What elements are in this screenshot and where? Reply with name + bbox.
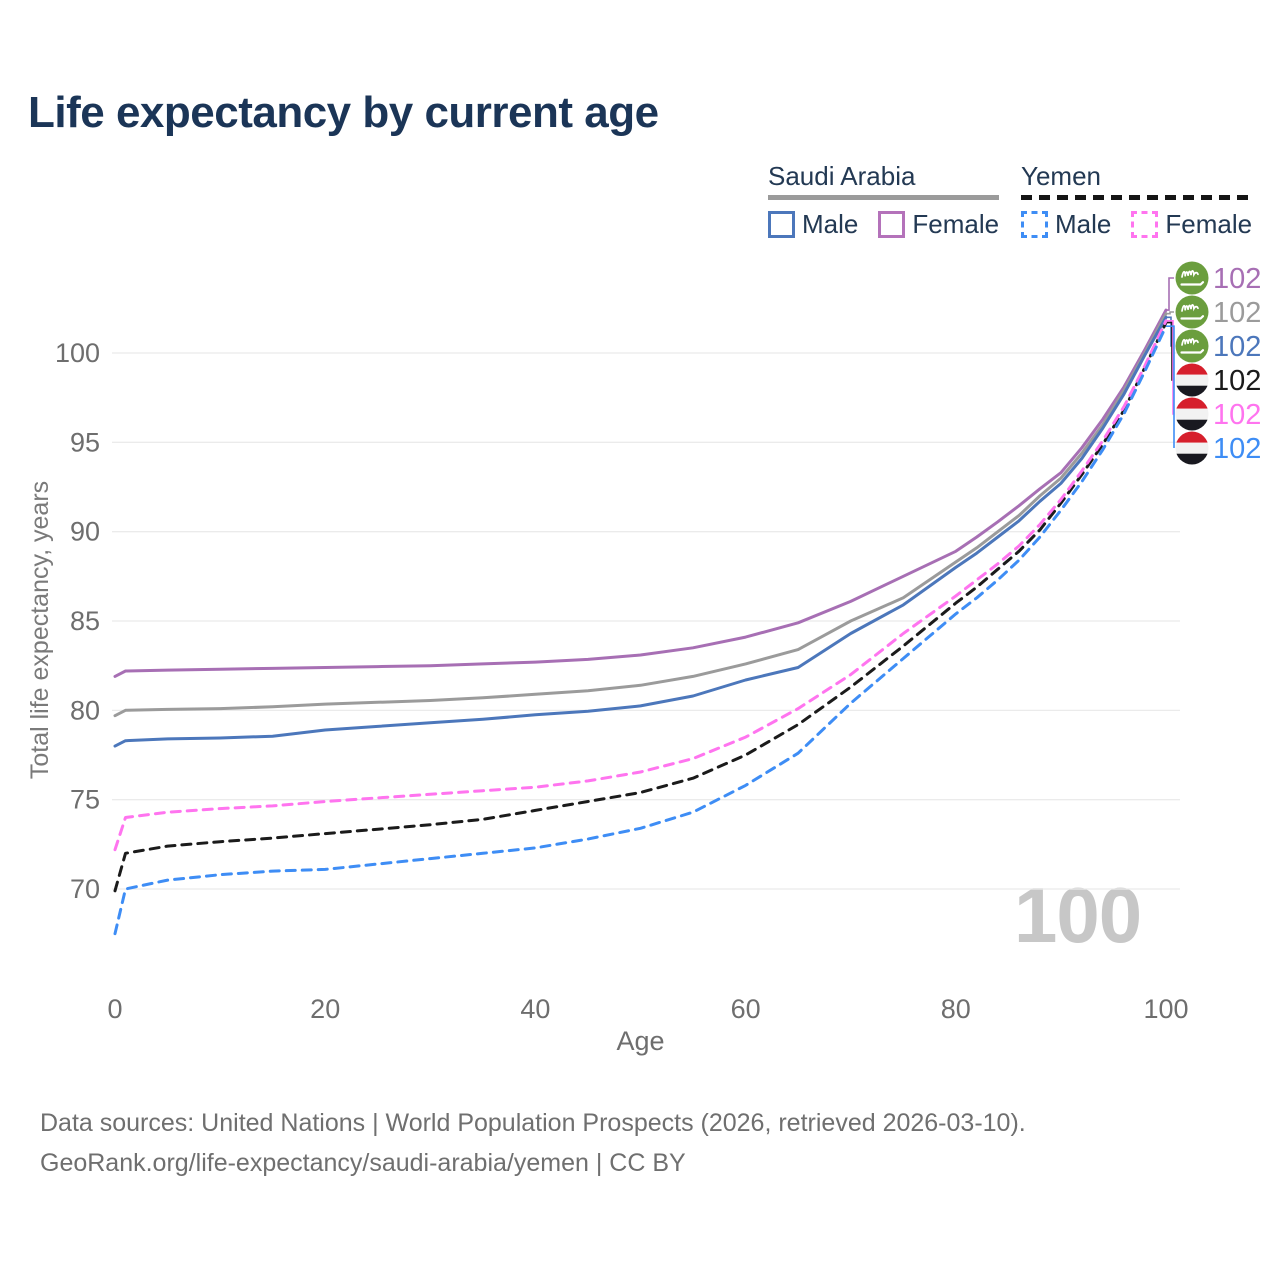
end-value-label: 102 <box>1213 263 1261 295</box>
x-tick-label: 40 <box>520 994 550 1024</box>
saudi-arabia-flag-icon <box>1175 295 1209 329</box>
y-tick-label: 100 <box>55 338 100 368</box>
female-solid-swatch-icon <box>878 211 906 238</box>
end-value-label: 102 <box>1213 399 1261 431</box>
series-line-saudi-arabia-all <box>113 312 1168 718</box>
legend-item-label: Female <box>912 209 1000 239</box>
y-tick-label: 85 <box>70 606 100 636</box>
end-value-label: 102 <box>1213 331 1261 363</box>
x-tick-label: 80 <box>941 994 971 1024</box>
end-label-connector <box>1166 319 1174 415</box>
male-solid-swatch-icon <box>768 211 795 238</box>
end-label-connector <box>1166 325 1175 448</box>
y-tick-label: 90 <box>70 517 100 547</box>
legend-item-saudi-female: Female <box>878 209 999 240</box>
x-tick-label: 20 <box>310 994 340 1024</box>
legend-group-saudi-arabia: Saudi Arabia Male Female <box>768 161 1000 240</box>
legend-item-label: Male <box>1055 209 1112 239</box>
female-dashed-swatch-icon <box>1131 211 1159 238</box>
series-line-yemen-male <box>113 324 1168 936</box>
footer-line-1: Data sources: United Nations | World Pop… <box>40 1109 1026 1137</box>
page-title: Life expectancy by current age <box>28 88 659 137</box>
yemen-flag-icon <box>1175 363 1209 397</box>
legend-country-line-style-solid <box>768 195 1000 200</box>
legend-item-yemen-female: Female <box>1131 209 1252 240</box>
y-tick-label: 75 <box>70 785 100 815</box>
y-axis-title: Total life expectancy, years <box>26 481 54 779</box>
age-watermark: 100 <box>1014 871 1142 959</box>
y-tick-label: 95 <box>70 427 100 457</box>
x-tick-label: 0 <box>107 994 122 1024</box>
yemen-flag-icon <box>1175 397 1209 431</box>
series-line-saudi-arabia-male <box>113 315 1168 748</box>
series-line-saudi-arabia-female <box>113 308 1168 678</box>
legend-country-label: Yemen <box>1021 161 1101 191</box>
end-label-connector <box>1166 277 1174 311</box>
footer-line-2: GeoRank.org/life-expectancy/saudi-arabia… <box>40 1149 686 1177</box>
legend-country-line-style-dashed <box>1021 195 1253 200</box>
x-axis-title: Age <box>616 1026 664 1056</box>
legend-country-label: Saudi Arabia <box>768 161 916 191</box>
legend-item-saudi-male: Male <box>768 209 858 240</box>
series-line-yemen-all <box>113 321 1168 893</box>
yemen-flag-icon <box>1175 431 1209 465</box>
series-line-yemen-female <box>113 319 1168 852</box>
x-tick-label: 60 <box>731 994 761 1024</box>
legend-item-label: Male <box>802 209 859 239</box>
end-value-label: 102 <box>1213 297 1261 329</box>
end-label-connector <box>1166 311 1174 315</box>
end-value-label: 102 <box>1213 365 1261 397</box>
legend-item-label: Female <box>1165 209 1253 239</box>
y-tick-label: 70 <box>70 874 100 904</box>
y-tick-label: 80 <box>70 695 100 725</box>
x-tick-label: 100 <box>1143 994 1188 1024</box>
data-source-attribution: Data sources: United Nations | World Pop… <box>40 1103 1026 1183</box>
saudi-arabia-flag-icon <box>1175 329 1209 363</box>
legend-item-yemen-male: Male <box>1021 209 1111 240</box>
male-dashed-swatch-icon <box>1021 211 1048 238</box>
saudi-arabia-flag-icon <box>1175 261 1209 295</box>
end-value-label: 102 <box>1213 433 1261 465</box>
legend-group-yemen: Yemen Male Female <box>1021 161 1253 240</box>
